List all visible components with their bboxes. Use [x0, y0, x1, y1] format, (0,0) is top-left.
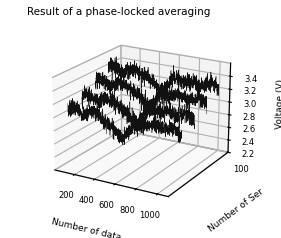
Y-axis label: Number of Ser: Number of Ser — [207, 187, 266, 234]
Text: Result of a phase-locked averaging: Result of a phase-locked averaging — [27, 7, 210, 17]
X-axis label: Number of data: Number of data — [51, 217, 122, 238]
